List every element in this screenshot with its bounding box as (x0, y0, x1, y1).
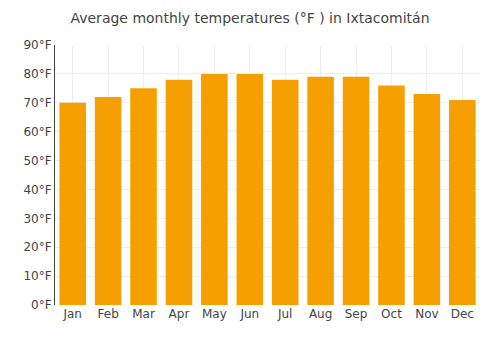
svg-text:Jan: Jan (62, 307, 82, 321)
svg-text:40°F: 40°F (23, 183, 51, 197)
svg-text:Mar: Mar (132, 307, 155, 321)
svg-text:Dec: Dec (451, 307, 474, 321)
svg-text:30°F: 30°F (23, 212, 51, 226)
svg-text:Apr: Apr (169, 307, 190, 321)
svg-text:May: May (202, 307, 227, 321)
svg-text:60°F: 60°F (23, 125, 51, 139)
svg-text:50°F: 50°F (23, 154, 51, 168)
svg-text:Jul: Jul (277, 307, 292, 321)
svg-text:Jun: Jun (239, 307, 259, 321)
svg-text:0°F: 0°F (31, 298, 52, 312)
svg-text:Nov: Nov (415, 307, 438, 321)
svg-text:Oct: Oct (381, 307, 402, 321)
svg-text:10°F: 10°F (23, 269, 51, 283)
svg-text:90°F: 90°F (23, 38, 51, 52)
svg-text:Aug: Aug (309, 307, 332, 321)
svg-text:Feb: Feb (98, 307, 119, 321)
svg-text:80°F: 80°F (23, 67, 51, 81)
svg-text:Sep: Sep (345, 307, 368, 321)
svg-text:70°F: 70°F (23, 96, 51, 110)
svg-text:Average monthly temperatures (: Average monthly temperatures (°F ) in Ix… (70, 10, 429, 26)
svg-text:20°F: 20°F (23, 240, 51, 254)
